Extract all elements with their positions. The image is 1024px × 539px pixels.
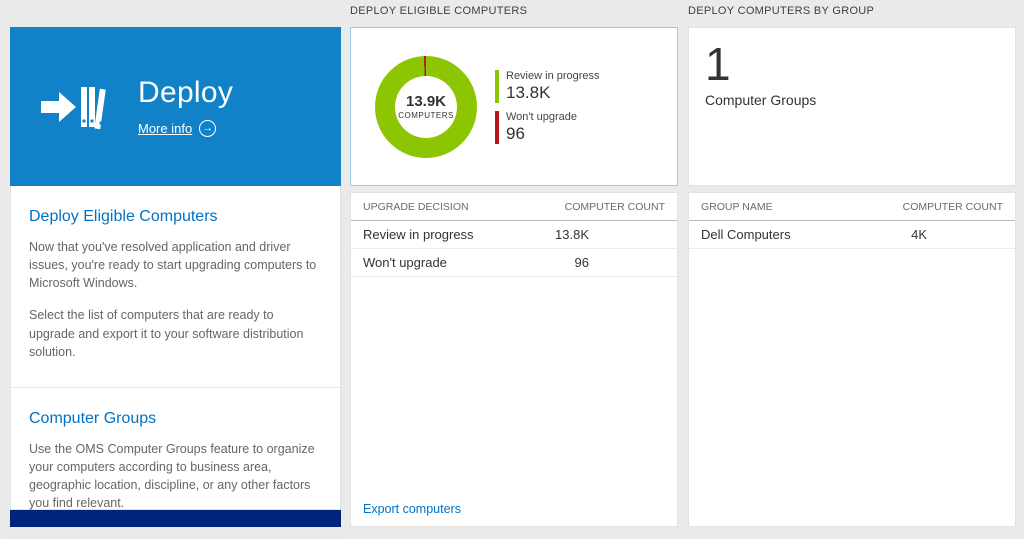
- deploy-tile-title: Deploy: [138, 76, 234, 109]
- deploy-panel: Deploy More info → Deploy Eligible Compu…: [10, 27, 341, 539]
- section-computer-groups: Computer Groups Use the OMS Computer Gro…: [11, 388, 340, 531]
- middle-column-header: DEPLOY ELIGIBLE COMPUTERS: [350, 5, 528, 17]
- table-row[interactable]: Dell Computers 4K: [689, 221, 1015, 249]
- deploy-tile[interactable]: Deploy More info →: [10, 27, 341, 186]
- column-header-group-name: GROUP NAME: [701, 201, 773, 213]
- row-value: 4K: [911, 227, 927, 242]
- section-heading: Computer Groups: [29, 409, 157, 427]
- section-heading: Deploy Eligible Computers: [29, 208, 218, 225]
- table-row[interactable]: Won't upgrade 96: [351, 249, 677, 277]
- group-name-table: GROUP NAME COMPUTER COUNT Dell Computers…: [688, 192, 1016, 527]
- export-computers-link[interactable]: Export computers: [363, 502, 461, 516]
- section-paragraph: Use the OMS Computer Groups feature to o…: [29, 441, 315, 511]
- column-header-upgrade-decision: UPGRADE DECISION: [363, 201, 469, 213]
- row-bar-track: [935, 231, 1003, 239]
- legend-label: Won't upgrade: [506, 110, 578, 123]
- column-header-computer-count: COMPUTER COUNT: [564, 201, 665, 213]
- column-header-computer-count: COMPUTER COUNT: [902, 201, 1003, 213]
- deploy-description-panel: Deploy Eligible Computers Now that you'v…: [10, 186, 341, 539]
- legend-item-review: Review in progress 13.8K: [495, 69, 600, 103]
- computer-groups-count: 1: [705, 38, 731, 90]
- legend-swatch-green: [495, 69, 499, 103]
- table-header-row: GROUP NAME COMPUTER COUNT: [689, 193, 1015, 221]
- legend-item-wont-upgrade: Won't upgrade 96: [495, 110, 600, 144]
- legend-swatch-red: [495, 110, 499, 144]
- donut-hole: 13.9K COMPUTERS: [395, 75, 457, 138]
- row-label: Won't upgrade: [363, 255, 447, 270]
- legend-label: Review in progress: [506, 69, 600, 82]
- more-info-link[interactable]: More info →: [138, 120, 233, 137]
- legend-value: 96: [506, 123, 525, 143]
- deploy-icon: [10, 80, 138, 134]
- legend-value: 13.8K: [506, 82, 551, 102]
- row-bar-track: [597, 231, 665, 239]
- section-deploy-eligible: Deploy Eligible Computers Now that you'v…: [11, 186, 340, 379]
- row-label: Dell Computers: [701, 227, 791, 242]
- row-bar-track: [597, 259, 665, 267]
- more-info-label[interactable]: More info: [138, 121, 193, 136]
- donut-legend: Review in progress 13.8K Won't upgrade 9…: [495, 69, 600, 144]
- section-paragraph: Select the list of computers that are re…: [29, 308, 304, 359]
- row-label: Review in progress: [363, 227, 474, 242]
- donut-center-value: 13.9K: [405, 93, 447, 110]
- row-value: 96: [574, 255, 589, 270]
- right-column-header: DEPLOY COMPUTERS BY GROUP: [688, 5, 875, 17]
- computer-groups-label: Computer Groups: [705, 92, 817, 109]
- left-footer-bar: [10, 510, 341, 527]
- donut-chart: 13.9K COMPUTERS: [375, 55, 477, 158]
- table-row[interactable]: Review in progress 13.8K: [351, 221, 677, 249]
- section-paragraph: Now that you've resolved application and…: [29, 240, 317, 291]
- deploy-eligible-computers-tile[interactable]: 13.9K COMPUTERS Review in progress 13.8K…: [350, 27, 678, 186]
- arrow-right-icon: →: [199, 120, 217, 137]
- table-header-row: UPGRADE DECISION COMPUTER COUNT: [351, 193, 677, 221]
- upgrade-decision-table: UPGRADE DECISION COMPUTER COUNT Review i…: [350, 192, 678, 527]
- row-value: 13.8K: [555, 227, 589, 242]
- computer-groups-tile[interactable]: 1 Computer Groups: [688, 27, 1016, 186]
- donut-center-label: COMPUTERS: [398, 111, 454, 120]
- section-divider: [11, 386, 340, 388]
